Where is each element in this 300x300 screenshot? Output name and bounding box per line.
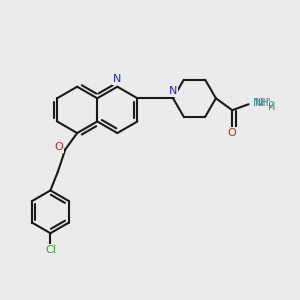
Text: O: O xyxy=(54,142,63,152)
Text: N: N xyxy=(113,74,122,84)
Text: NH: NH xyxy=(254,98,271,108)
Text: H: H xyxy=(268,102,275,112)
Text: N: N xyxy=(169,86,177,96)
Text: Cl: Cl xyxy=(45,245,56,255)
Text: O: O xyxy=(228,128,237,138)
Text: NH: NH xyxy=(253,98,270,108)
Text: 2: 2 xyxy=(269,100,274,109)
